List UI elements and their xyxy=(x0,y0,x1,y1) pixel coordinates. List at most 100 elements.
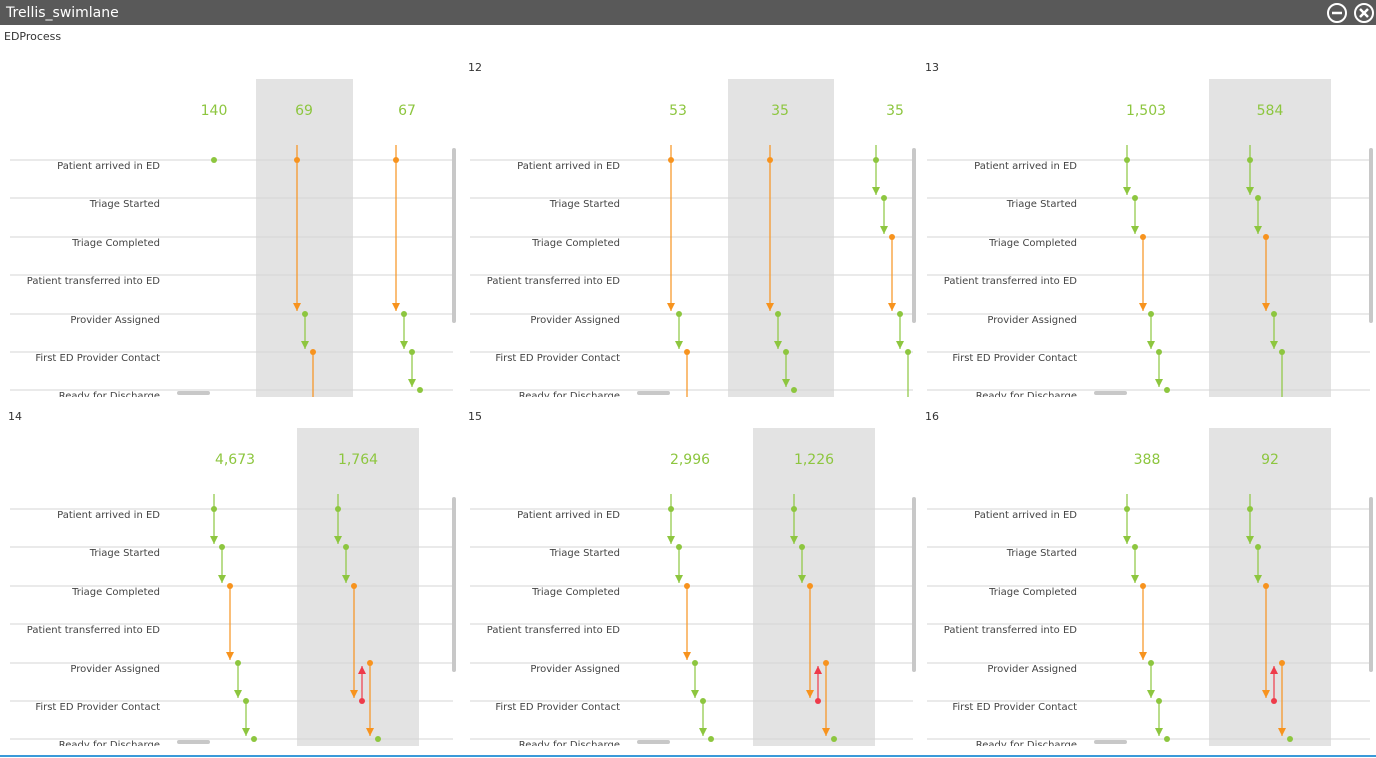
event-dot xyxy=(367,660,373,666)
arrow-head xyxy=(366,728,374,736)
panel-title: 15 xyxy=(468,410,482,423)
event-dot xyxy=(881,195,887,201)
event-dot xyxy=(351,583,357,589)
event-dot xyxy=(1124,157,1130,163)
event-dot xyxy=(1132,195,1138,201)
swimlane-path xyxy=(293,145,316,397)
event-dot xyxy=(235,660,241,666)
event-dot xyxy=(393,157,399,163)
column-count: 1,764 xyxy=(338,452,378,468)
column-count: 4,673 xyxy=(215,452,255,468)
stage-label: Patient arrived in ED xyxy=(517,510,620,521)
minimize-button[interactable] xyxy=(1327,3,1347,23)
stage-label: Provider Assigned xyxy=(530,664,620,675)
swimlane-path xyxy=(667,494,714,742)
event-dot xyxy=(783,349,789,355)
highlight-band xyxy=(753,428,875,746)
panel: 15 2,996 1,226 Patient arrived in ED Triage … xyxy=(468,410,916,746)
close-button[interactable] xyxy=(1354,3,1374,23)
event-dot xyxy=(1247,506,1253,512)
swimlane-path xyxy=(667,145,698,431)
arrow-head xyxy=(334,536,342,544)
stage-label: Ready for Discharge xyxy=(59,391,160,402)
column-count: 92 xyxy=(1261,452,1279,468)
event-dot xyxy=(219,544,225,550)
arrow-head xyxy=(301,341,309,349)
stage-label: Patient transferred into ED xyxy=(944,625,1078,636)
event-dot xyxy=(1255,544,1261,550)
arrow-head xyxy=(1246,187,1254,195)
highlight-band xyxy=(1209,79,1331,397)
v-scrollbar xyxy=(452,497,456,672)
h-scrollbar xyxy=(177,391,210,395)
event-dot xyxy=(227,583,233,589)
column-count: 67 xyxy=(398,103,416,119)
event-dot xyxy=(1124,506,1130,512)
swimlane-path xyxy=(1123,145,1170,393)
event-dot xyxy=(1148,660,1154,666)
highlight-band xyxy=(297,428,419,746)
arrow-head xyxy=(242,728,250,736)
arrow-head xyxy=(774,341,782,349)
event-dot xyxy=(684,583,690,589)
arrow-head xyxy=(904,417,912,425)
swimlane-path xyxy=(1246,145,1285,397)
event-dot xyxy=(359,698,365,704)
stage-label: Triage Started xyxy=(1006,548,1077,559)
stage-label: Patient transferred into ED xyxy=(487,276,621,287)
panel: 14 4,673 1,764 Patient arrived in ED Triage … xyxy=(8,410,456,746)
event-dot xyxy=(775,311,781,317)
event-dot xyxy=(417,387,423,393)
event-dot xyxy=(1156,349,1162,355)
arrow-head xyxy=(1270,666,1278,674)
event-dot xyxy=(692,425,698,431)
arrow-head xyxy=(806,690,814,698)
stage-label: Patient transferred into ED xyxy=(487,625,621,636)
arrow-head xyxy=(814,666,822,674)
arrow-head xyxy=(358,666,366,674)
stage-label: First ED Provider Contact xyxy=(495,353,620,364)
arrow-head xyxy=(667,303,675,311)
arrow-head xyxy=(400,341,408,349)
stage-label: Triage Started xyxy=(549,199,620,210)
event-dot xyxy=(831,736,837,742)
event-dot xyxy=(1263,234,1269,240)
arrow-head xyxy=(667,536,675,544)
event-dot xyxy=(791,506,797,512)
arrow-head xyxy=(1155,379,1163,387)
arrow-head xyxy=(1139,303,1147,311)
stage-label: Triage Started xyxy=(89,548,160,559)
event-dot xyxy=(815,698,821,704)
h-scrollbar xyxy=(637,740,670,744)
arrow-head xyxy=(350,690,358,698)
event-dot xyxy=(302,311,308,317)
column-count: 35 xyxy=(886,103,904,119)
event-dot xyxy=(1164,736,1170,742)
v-scrollbar xyxy=(1369,497,1373,672)
event-dot xyxy=(1164,387,1170,393)
stage-label: First ED Provider Contact xyxy=(495,702,620,713)
arrow-head xyxy=(1262,690,1270,698)
highlight-band xyxy=(256,79,353,397)
swimlane-path xyxy=(210,494,257,742)
arrow-head xyxy=(790,536,798,544)
arrow-head xyxy=(683,417,691,425)
event-dot xyxy=(1271,311,1277,317)
arrow-head xyxy=(226,652,234,660)
arrow-head xyxy=(683,652,691,660)
swimlane-path xyxy=(790,494,837,742)
panel-title: 16 xyxy=(925,410,939,423)
event-dot xyxy=(684,349,690,355)
arrow-head xyxy=(293,303,301,311)
h-scrollbar xyxy=(1094,740,1127,744)
stage-label: Triage Started xyxy=(1006,199,1077,210)
swimlane-path xyxy=(211,157,217,163)
stage-label: First ED Provider Contact xyxy=(952,353,1077,364)
stage-label: Patient arrived in ED xyxy=(57,161,160,172)
event-dot xyxy=(692,660,698,666)
stage-label: Provider Assigned xyxy=(70,315,160,326)
panel-title: 12 xyxy=(468,61,482,74)
column-count: 2,996 xyxy=(670,452,710,468)
arrow-head xyxy=(798,575,806,583)
arrow-head xyxy=(1254,226,1262,234)
